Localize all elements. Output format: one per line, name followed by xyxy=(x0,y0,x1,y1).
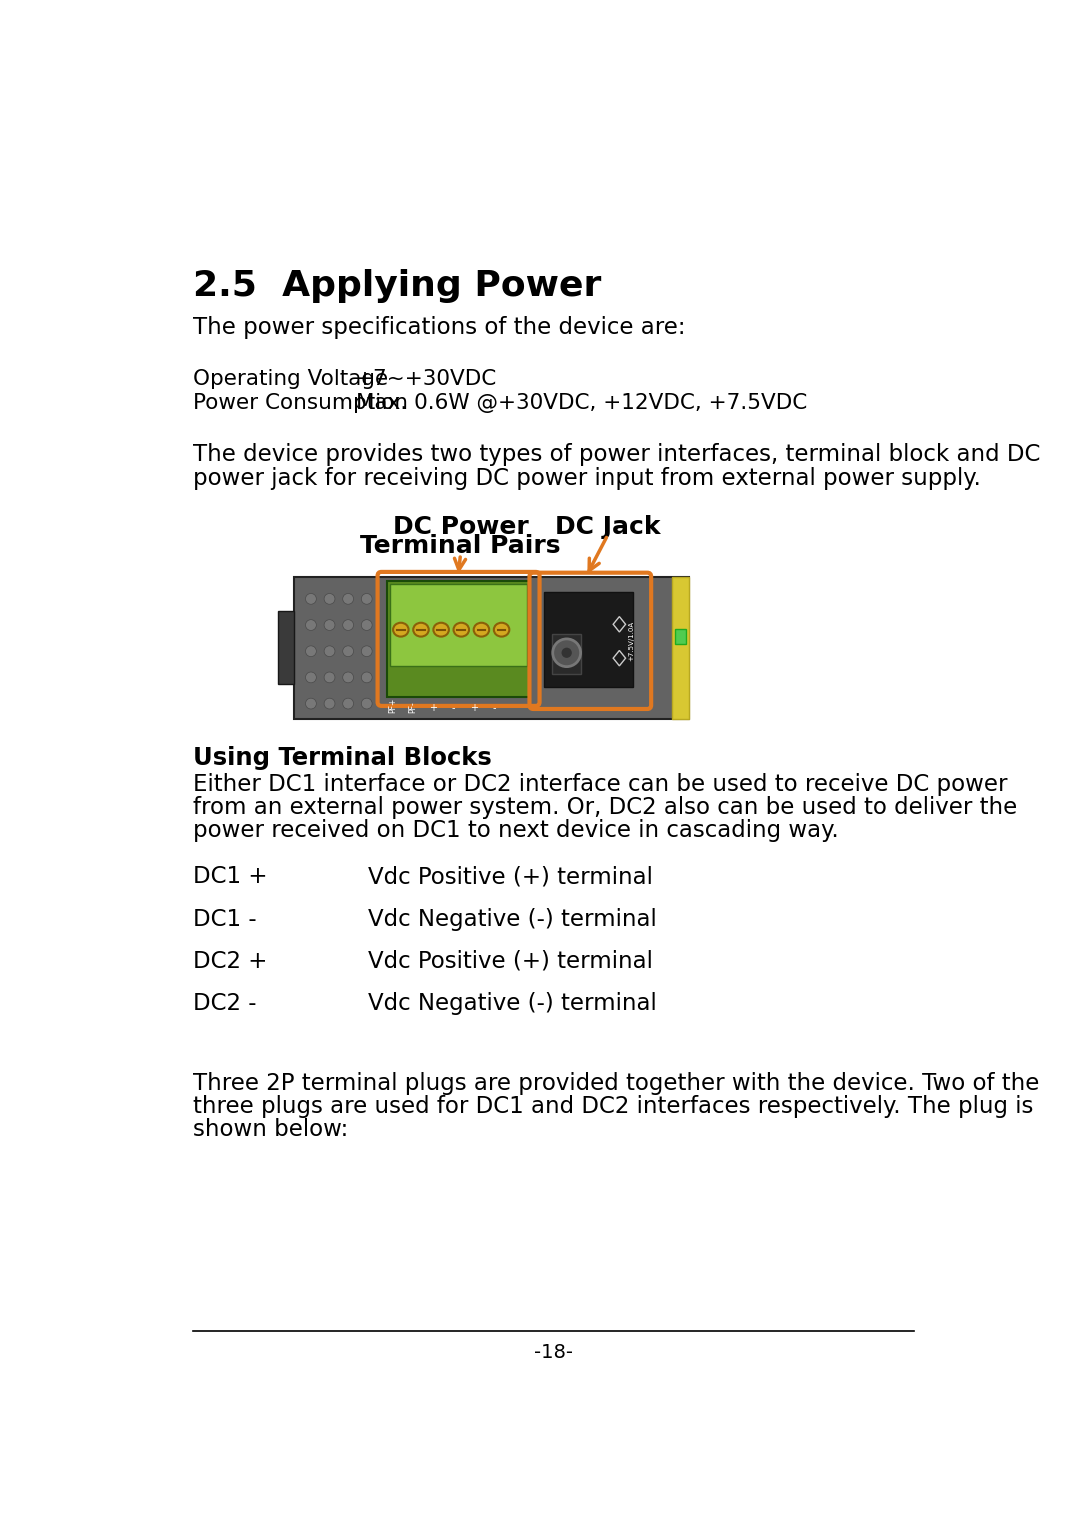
Ellipse shape xyxy=(474,622,489,637)
Circle shape xyxy=(306,593,316,604)
Text: -: - xyxy=(492,703,496,712)
Text: shown below:: shown below: xyxy=(193,1118,349,1141)
Text: Vdc Positive (+) terminal: Vdc Positive (+) terminal xyxy=(367,950,652,973)
Ellipse shape xyxy=(433,622,449,637)
Circle shape xyxy=(324,699,335,709)
Text: DC2 -: DC2 - xyxy=(193,993,257,1016)
Text: The device provides two types of power interfaces, terminal block and DC: The device provides two types of power i… xyxy=(193,443,1040,466)
Text: Vdc Positive (+) terminal: Vdc Positive (+) terminal xyxy=(367,866,652,889)
Text: Using Terminal Blocks: Using Terminal Blocks xyxy=(193,746,491,771)
Ellipse shape xyxy=(414,622,429,637)
Text: Vdc Negative (-) terminal: Vdc Negative (-) terminal xyxy=(367,907,657,930)
Text: power received on DC1 to next device in cascading way.: power received on DC1 to next device in … xyxy=(193,820,839,843)
Circle shape xyxy=(324,647,335,657)
Text: three plugs are used for DC1 and DC2 interfaces respectively. The plug is: three plugs are used for DC1 and DC2 int… xyxy=(193,1095,1034,1118)
Text: -18-: -18- xyxy=(534,1342,573,1362)
Circle shape xyxy=(342,619,353,631)
Text: Three 2P terminal plugs are provided together with the device. Two of the: Three 2P terminal plugs are provided tog… xyxy=(193,1072,1039,1095)
Text: +: + xyxy=(470,703,477,712)
Bar xyxy=(544,591,633,686)
Circle shape xyxy=(324,673,335,683)
Ellipse shape xyxy=(494,622,510,637)
Text: DC2 +: DC2 + xyxy=(193,950,268,973)
Text: Either DC1 interface or DC2 interface can be used to receive DC power: Either DC1 interface or DC2 interface ca… xyxy=(193,772,1008,797)
Bar xyxy=(387,581,530,697)
Text: DC Jack: DC Jack xyxy=(555,515,661,539)
Bar xyxy=(672,576,689,719)
Circle shape xyxy=(342,699,353,709)
Circle shape xyxy=(362,593,373,604)
Bar xyxy=(279,611,294,685)
Text: +7~+30VDC: +7~+30VDC xyxy=(356,369,497,389)
Circle shape xyxy=(324,619,335,631)
Circle shape xyxy=(306,619,316,631)
Bar xyxy=(294,576,689,719)
Bar xyxy=(675,630,686,645)
Circle shape xyxy=(362,699,373,709)
Text: Operating Voltage: Operating Voltage xyxy=(193,369,388,389)
Circle shape xyxy=(342,673,353,683)
Circle shape xyxy=(362,673,373,683)
Circle shape xyxy=(324,593,335,604)
Circle shape xyxy=(561,647,572,659)
Text: DC1 -: DC1 - xyxy=(193,907,257,930)
Text: 2.5  Applying Power: 2.5 Applying Power xyxy=(193,268,602,302)
Text: power jack for receiving DC power input from external power supply.: power jack for receiving DC power input … xyxy=(193,467,981,490)
Circle shape xyxy=(342,647,353,657)
Text: Max. 0.6W @+30VDC, +12VDC, +7.5VDC: Max. 0.6W @+30VDC, +12VDC, +7.5VDC xyxy=(356,394,807,414)
Text: +: + xyxy=(430,703,437,712)
Text: from an external power system. Or, DC2 also can be used to deliver the: from an external power system. Or, DC2 a… xyxy=(193,797,1017,820)
Bar xyxy=(552,634,581,674)
Text: PF-: PF- xyxy=(408,702,418,712)
Text: Vdc Negative (-) terminal: Vdc Negative (-) terminal xyxy=(367,993,657,1016)
Circle shape xyxy=(553,639,581,666)
Text: The power specifications of the device are:: The power specifications of the device a… xyxy=(193,316,686,339)
Text: DC Power: DC Power xyxy=(393,515,528,539)
Circle shape xyxy=(362,647,373,657)
Circle shape xyxy=(306,699,316,709)
Text: DC1 +: DC1 + xyxy=(193,866,268,889)
Bar xyxy=(390,584,527,666)
Text: Power Consumption: Power Consumption xyxy=(193,394,408,414)
Text: PF+: PF+ xyxy=(389,697,397,712)
Text: -: - xyxy=(451,703,456,712)
Circle shape xyxy=(362,619,373,631)
Ellipse shape xyxy=(454,622,469,637)
Text: +7.5V/1.0A: +7.5V/1.0A xyxy=(629,620,635,662)
Circle shape xyxy=(306,647,316,657)
Ellipse shape xyxy=(393,622,408,637)
Text: Terminal Pairs: Terminal Pairs xyxy=(361,535,561,558)
Circle shape xyxy=(306,673,316,683)
Circle shape xyxy=(342,593,353,604)
